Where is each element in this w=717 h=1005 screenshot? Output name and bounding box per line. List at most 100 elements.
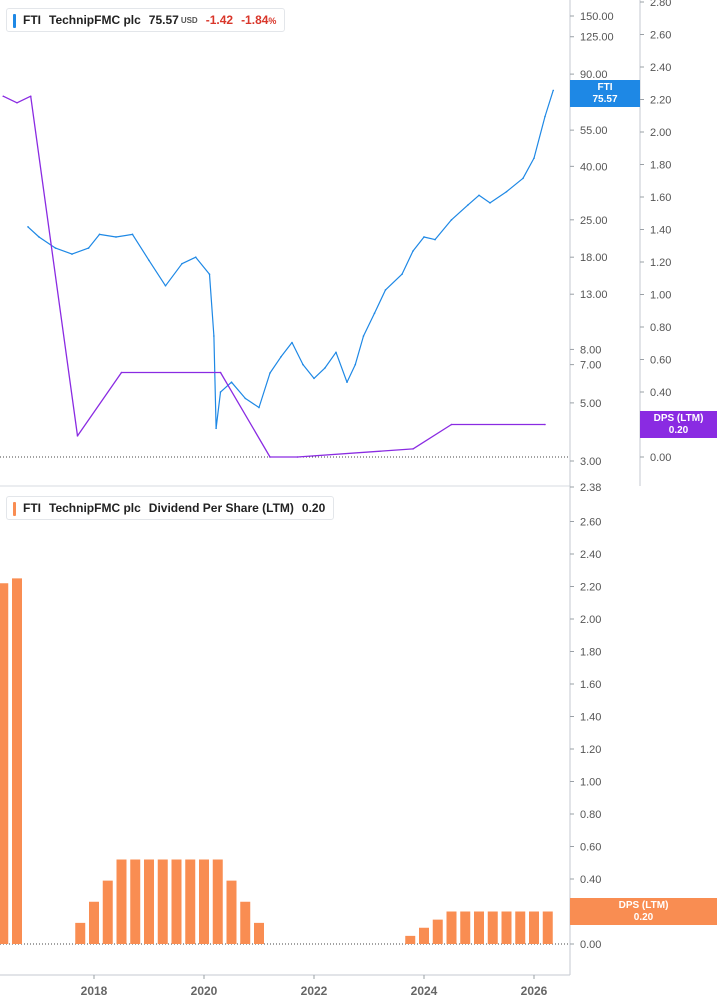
price-series-point — [467, 204, 469, 206]
price-axis-tick-label: 5.00 — [580, 398, 601, 410]
price-series-point — [533, 157, 535, 159]
x-axis-tick-label: 2022 — [301, 984, 328, 998]
price-series-point — [505, 190, 508, 193]
dividend-axis-tick-label: 2.00 — [580, 614, 601, 626]
price-axis-tick-label: 13.00 — [580, 289, 608, 301]
dps-axis-tick-label: 2.80 — [650, 0, 671, 9]
price-axis-tick-label: 18.00 — [580, 252, 608, 264]
price-series-point — [324, 367, 326, 369]
price-series-point — [27, 226, 29, 228]
dividend-bar — [542, 911, 553, 944]
dividend-bar — [405, 935, 416, 944]
dividend-axis-tick-label: 0.00 — [580, 939, 601, 951]
dps-series-point — [120, 371, 123, 374]
dps-axis-tick-label: 1.40 — [650, 225, 671, 237]
dps-series-point — [219, 371, 222, 374]
dps-series-point — [412, 448, 414, 450]
price-series-point — [87, 247, 90, 249]
price-series-point — [434, 238, 436, 241]
price-axis-tick-label: 125.00 — [580, 32, 614, 44]
dps-axis-tick-label: 1.20 — [650, 257, 671, 269]
dividend-axis-tick-label: 2.40 — [580, 549, 601, 561]
dps-series-point — [296, 456, 299, 458]
dps-axis-tick-label: 0.80 — [650, 322, 671, 334]
price-series-point — [302, 363, 304, 366]
dividend-axis-tick-label: 0.80 — [580, 809, 601, 821]
dividend-axis-tick-label: 2.20 — [580, 582, 601, 594]
dividend-bar — [515, 911, 526, 944]
dividend-legend-value: 0.20 — [301, 501, 326, 515]
price-series-point — [230, 381, 233, 383]
price-series-point — [423, 236, 425, 238]
x-axis-tick-label: 2026 — [521, 984, 548, 998]
dividend-bar — [102, 880, 113, 944]
price-series-point — [258, 406, 260, 409]
price-series-point — [208, 273, 211, 275]
dividend-legend[interactable]: FTI TechnipFMC plc Dividend Per Share (L… — [6, 496, 335, 520]
dividend-bar — [226, 880, 237, 944]
dividend-bar — [419, 927, 429, 944]
price-series-point — [313, 377, 315, 380]
x-axis-tick-label: 2018 — [81, 984, 108, 998]
price-series-point — [148, 259, 150, 262]
price-legend-currency: USD — [180, 15, 198, 25]
dps-axis-tick-label: 2.40 — [650, 62, 671, 74]
dps-axis-tick-label: 0.00 — [650, 452, 671, 464]
price-axis-tick-label: 55.00 — [580, 125, 608, 137]
price-series-point — [544, 115, 546, 118]
dps-axis-tick-label: 2.20 — [650, 95, 671, 107]
dps-axis-tick-label: 2.60 — [650, 30, 671, 42]
dividend-legend-company: TechnipFMC plc — [49, 501, 141, 515]
dps-series-point — [29, 95, 32, 98]
price-series-point — [269, 372, 271, 374]
dividend-axis-tick-label: 1.60 — [580, 679, 601, 691]
price-series-point — [194, 256, 197, 258]
price-axis-tick-label: 25.00 — [580, 215, 608, 227]
price-series-point — [244, 397, 247, 400]
dps-axis-tick-label: 1.00 — [650, 290, 671, 302]
dps-top-tag-label: DPS (LTM) — [653, 413, 704, 424]
price-series-point — [346, 381, 348, 383]
price-axis-tick-label: 8.00 — [580, 344, 601, 356]
dps-bottom-tag: DPS (LTM) 0.20 — [570, 898, 717, 925]
price-series-point — [181, 262, 183, 265]
dividend-bar — [144, 859, 154, 944]
price-series-point — [98, 233, 101, 236]
price-series-point — [115, 236, 117, 238]
dividend-bar — [240, 901, 251, 944]
axis-layer: 150.00 125.00 90.00 55.00 40.00 25.00 18.00 13.… — [81, 0, 672, 998]
dividend-bar — [157, 859, 168, 944]
dividend-bar — [460, 911, 471, 944]
dividend-bar — [529, 911, 539, 944]
dividend-legend-ticker: FTI — [23, 501, 41, 515]
price-series-point — [291, 341, 293, 344]
dps-axis-tick-label: 2.00 — [650, 127, 671, 139]
price-legend-change: -1.42 — [205, 13, 234, 27]
price-legend[interactable]: FTI TechnipFMC plc 75.57 USD -1.42 -1.84… — [6, 8, 286, 32]
price-series-point — [54, 247, 57, 249]
price-axis-tick-label: 40.00 — [580, 161, 608, 173]
price-series-point — [412, 250, 414, 252]
price-series-point — [362, 335, 365, 337]
dividend-bar — [487, 911, 498, 944]
dps-series-point — [269, 456, 271, 458]
price-series-point — [450, 219, 453, 221]
price-series-point — [38, 236, 40, 238]
price-tag-ticker: FTI — [597, 82, 613, 93]
price-series-point — [71, 253, 73, 255]
price-legend-ticker: FTI — [23, 13, 41, 27]
dividend-axis-tick-label: 1.80 — [580, 647, 601, 659]
dividend-axis-tick-label: 2.60 — [580, 517, 601, 529]
price-legend-color-marker — [13, 14, 16, 28]
dps-series-point — [76, 435, 79, 437]
dividend-legend-metric: Dividend Per Share (LTM) — [148, 501, 294, 515]
dividend-bar — [130, 859, 141, 944]
dividend-bar — [446, 911, 457, 944]
price-series-point — [280, 355, 282, 358]
x-axis-tick-label: 2020 — [191, 984, 218, 998]
price-legend-change-pct: -1.84% — [241, 13, 276, 27]
dps-bottom-tag-label: DPS (LTM) — [618, 900, 669, 911]
dps-series-line — [2, 95, 545, 458]
dividend-bar — [89, 901, 99, 944]
dividend-bar — [116, 859, 127, 944]
